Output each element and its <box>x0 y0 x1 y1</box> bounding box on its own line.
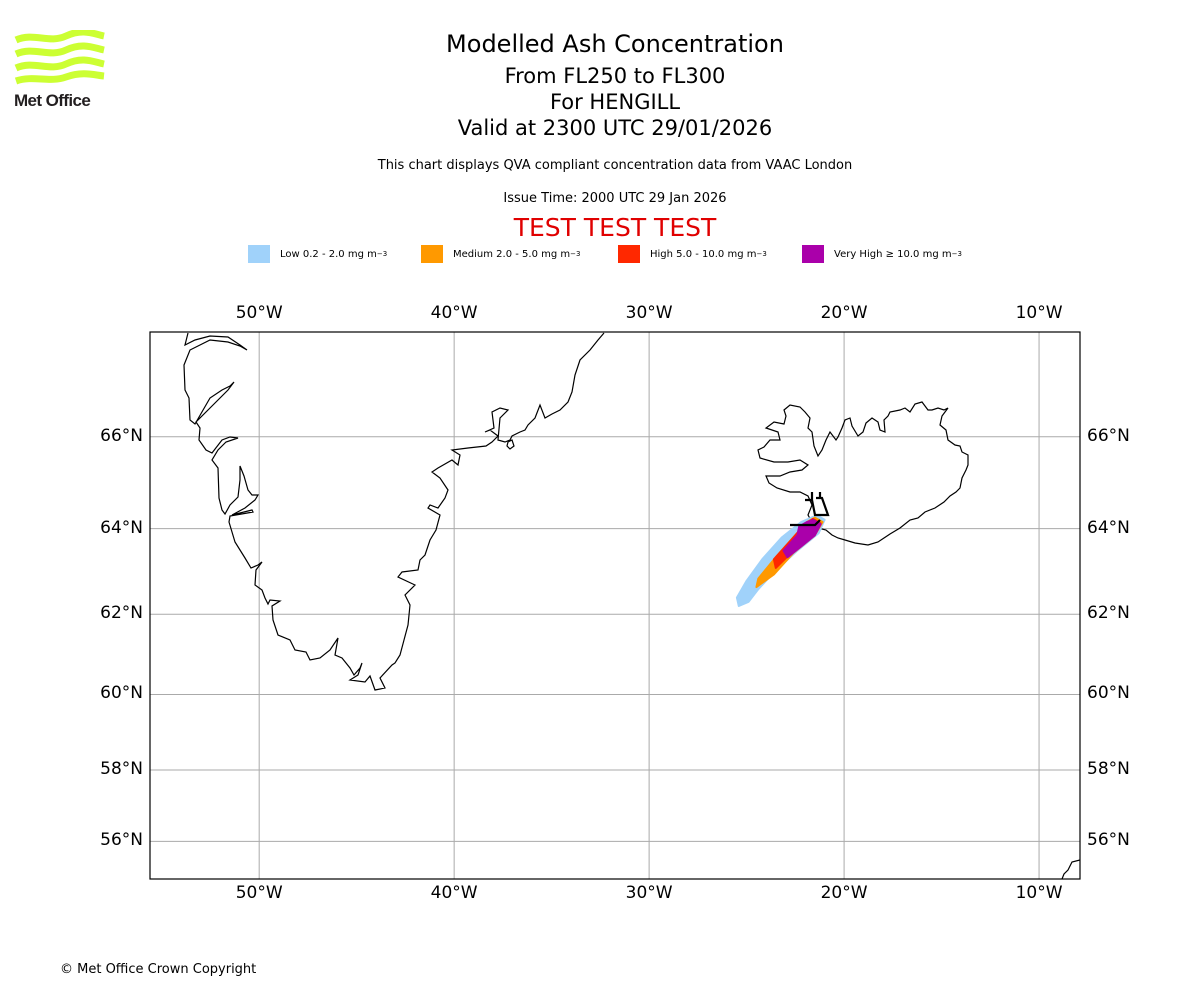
x-tick-label-bottom: 20°W <box>820 883 868 903</box>
coastline-greenland-island <box>506 439 515 450</box>
y-tick-label-right: 60°N <box>1087 683 1130 704</box>
chart-title: Modelled Ash Concentration <box>446 30 784 58</box>
x-tick-label-bottom: 50°W <box>235 883 283 903</box>
coastline-iceland <box>757 401 969 546</box>
volcano-marker-icon <box>790 492 830 527</box>
y-tick-label-left: 66°N <box>100 425 143 446</box>
copyright-text: © Met Office Crown Copyright <box>60 962 257 977</box>
legend-exponent: −3 <box>756 250 767 258</box>
coastline-faroe-britain <box>1061 859 1080 879</box>
legend-swatch-medium <box>421 245 443 263</box>
legend-label-very-high: Very High ≥ 10.0 mg m <box>834 248 952 260</box>
met-office-logo-text: Met Office <box>14 91 91 110</box>
x-tick-label-top: 50°W <box>235 303 283 323</box>
y-tick-label-left: 60°N <box>100 683 143 704</box>
legend-exponent: −3 <box>951 250 962 258</box>
valid-time: Valid at 2300 UTC 29/01/2026 <box>457 116 773 140</box>
gridlines <box>150 332 1080 879</box>
y-tick-label-left: 64°N <box>100 517 143 538</box>
legend-item-medium: Medium 2.0 - 5.0 mg m −3 <box>421 244 580 264</box>
map-frame <box>149 331 1081 880</box>
coastline-greenland <box>183 332 605 691</box>
coastlines <box>183 332 1080 879</box>
volcano-name: For HENGILL <box>549 90 681 114</box>
y-tick-label-right: 58°N <box>1087 758 1130 779</box>
x-tick-label-bottom: 10°W <box>1015 883 1063 903</box>
legend-label-high: High 5.0 - 10.0 mg m <box>650 248 757 260</box>
ash-concentration-layers <box>735 514 826 607</box>
y-tick-label-left: 56°N <box>100 830 143 851</box>
chart-description: This chart displays QVA compliant concen… <box>377 158 853 173</box>
x-tick-label-top: 40°W <box>430 303 478 323</box>
y-tick-label-right: 56°N <box>1087 830 1130 851</box>
x-tick-label-bottom: 40°W <box>430 883 478 903</box>
legend-label-medium: Medium 2.0 - 5.0 mg m <box>453 248 571 260</box>
legend-exponent: −3 <box>570 250 581 258</box>
logo-waves <box>14 30 105 85</box>
legend-swatch-very-high <box>802 245 824 263</box>
legend-swatch-high <box>618 245 640 263</box>
legend-exponent: −3 <box>376 250 388 258</box>
met-office-logo-icon <box>14 30 105 85</box>
y-tick-label-left: 58°N <box>100 758 143 779</box>
y-tick-label-right: 62°N <box>1087 603 1130 624</box>
legend-item-high: High 5.0 - 10.0 mg m −3 <box>618 244 767 264</box>
legend-item-very-high: Very High ≥ 10.0 mg m −3 <box>802 244 962 264</box>
y-tick-label-left: 62°N <box>100 603 143 624</box>
legend-item-low: Low 0.2 - 2.0 mg m −3 <box>248 244 387 264</box>
x-tick-label-top: 30°W <box>625 303 673 323</box>
flight-level-range: From FL250 to FL300 <box>504 64 726 88</box>
x-tick-label-top: 10°W <box>1015 303 1063 323</box>
legend-label-low: Low 0.2 - 2.0 mg m <box>280 248 377 260</box>
test-banner: TEST TEST TEST <box>513 213 717 242</box>
x-tick-label-top: 20°W <box>820 303 868 323</box>
x-tick-label-bottom: 30°W <box>625 883 673 903</box>
issue-time: Issue Time: 2000 UTC 29 Jan 2026 <box>503 191 727 206</box>
y-tick-label-right: 66°N <box>1087 425 1130 446</box>
legend-swatch-low <box>248 245 270 263</box>
y-tick-label-right: 64°N <box>1087 517 1130 538</box>
